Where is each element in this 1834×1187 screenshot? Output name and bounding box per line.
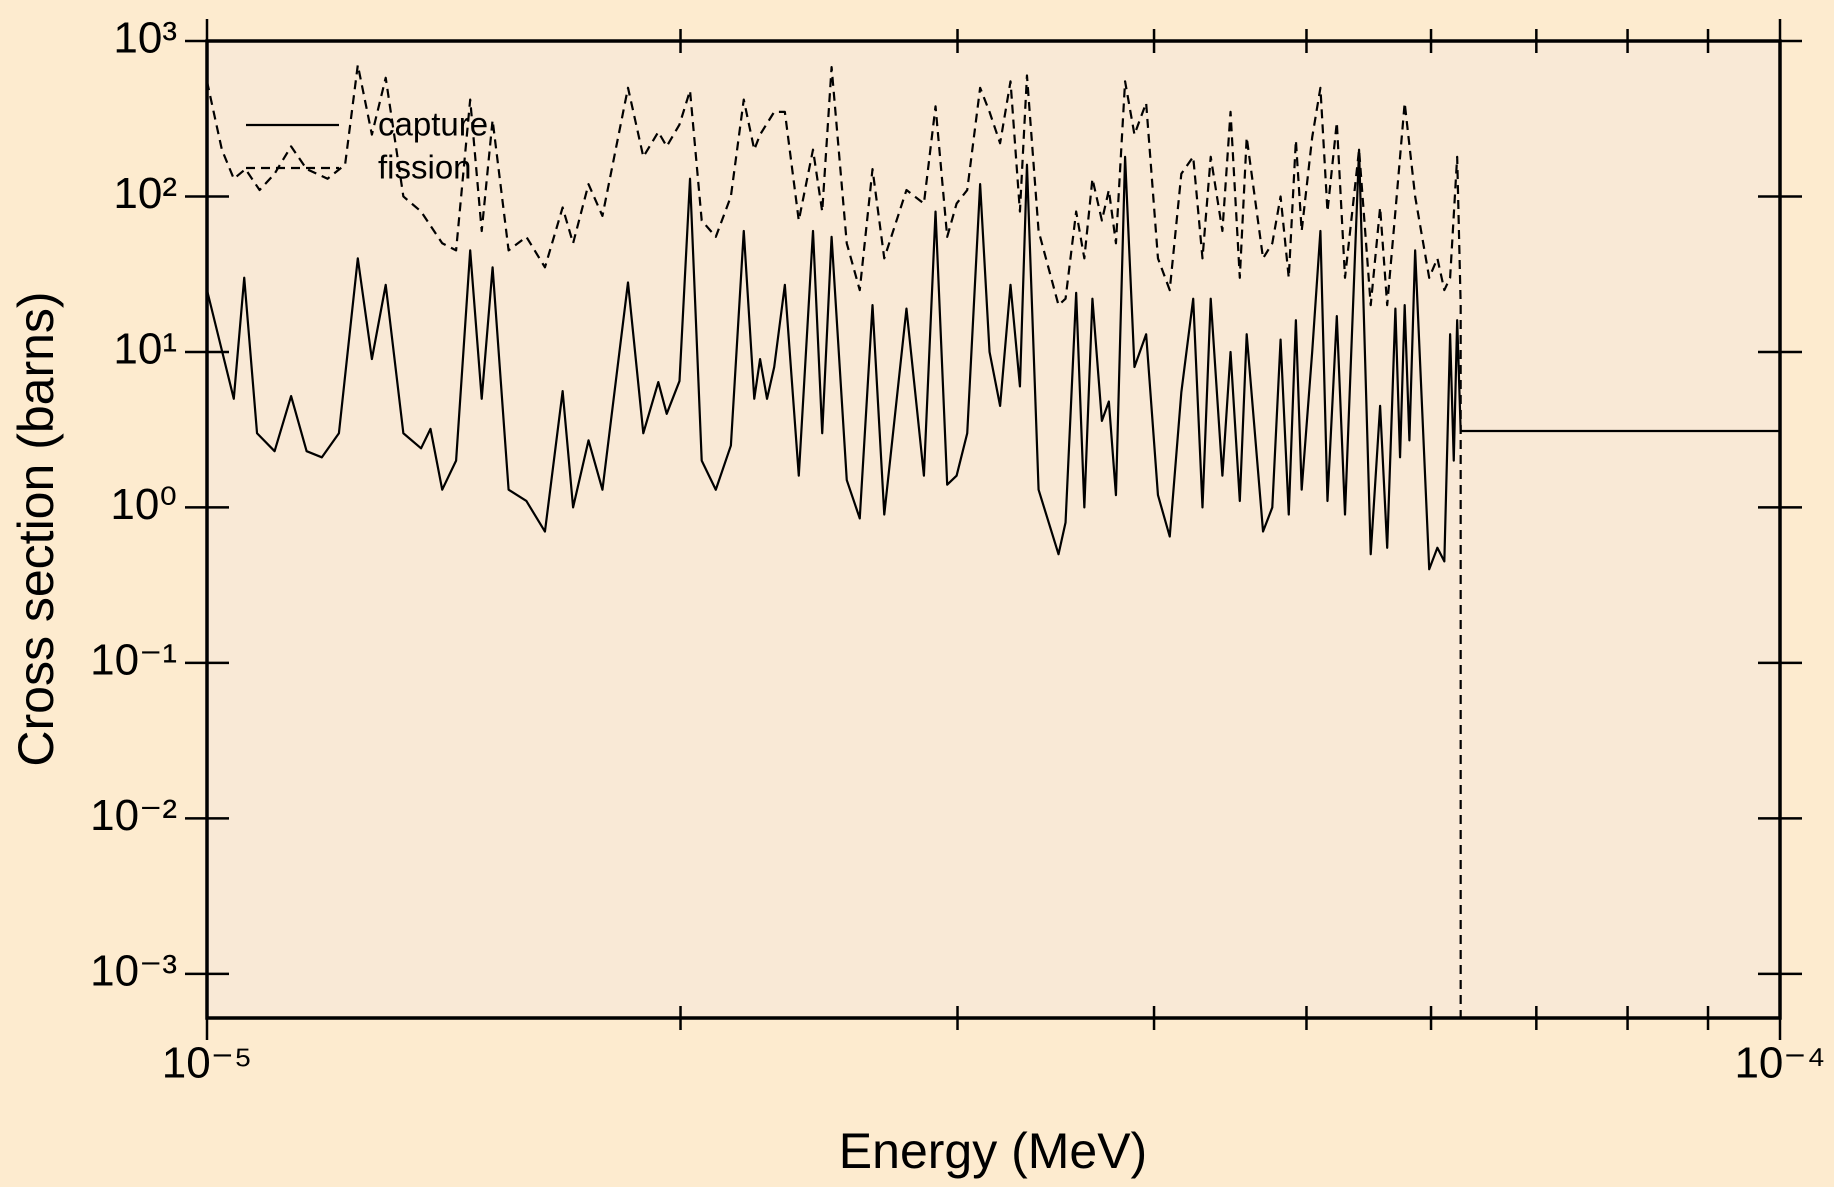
plot-area: [207, 41, 1780, 1018]
y-tick-label: 10⁰: [110, 480, 177, 529]
y-tick-label: 10⁻³: [90, 946, 177, 995]
y-tick-label: 10³: [113, 14, 177, 63]
legend-label: capture: [378, 106, 488, 143]
x-tick-label: 10⁻⁴: [1734, 1039, 1825, 1088]
y-tick-label: 10⁻¹: [90, 636, 177, 685]
axes: 10⁻³ 10⁻² 10⁻¹ 10⁰ 10¹ 10² 10³ 10⁻⁵ 10⁻⁴: [90, 14, 1825, 1088]
y-axis-label: Cross section (barns): [8, 291, 64, 766]
x-tick-label: 10⁻⁵: [162, 1039, 252, 1088]
x-axis-label: Energy (MeV): [839, 1123, 1147, 1179]
y-tick-label: 10⁻²: [90, 791, 177, 840]
plot-lines: [207, 63, 1780, 1018]
y-tick-label: 10¹: [113, 325, 177, 374]
legend-label: fission: [378, 149, 472, 186]
plot-frame: [205, 39, 1782, 1020]
series-line: [207, 148, 1780, 571]
y-tick-label: 10²: [113, 169, 177, 218]
